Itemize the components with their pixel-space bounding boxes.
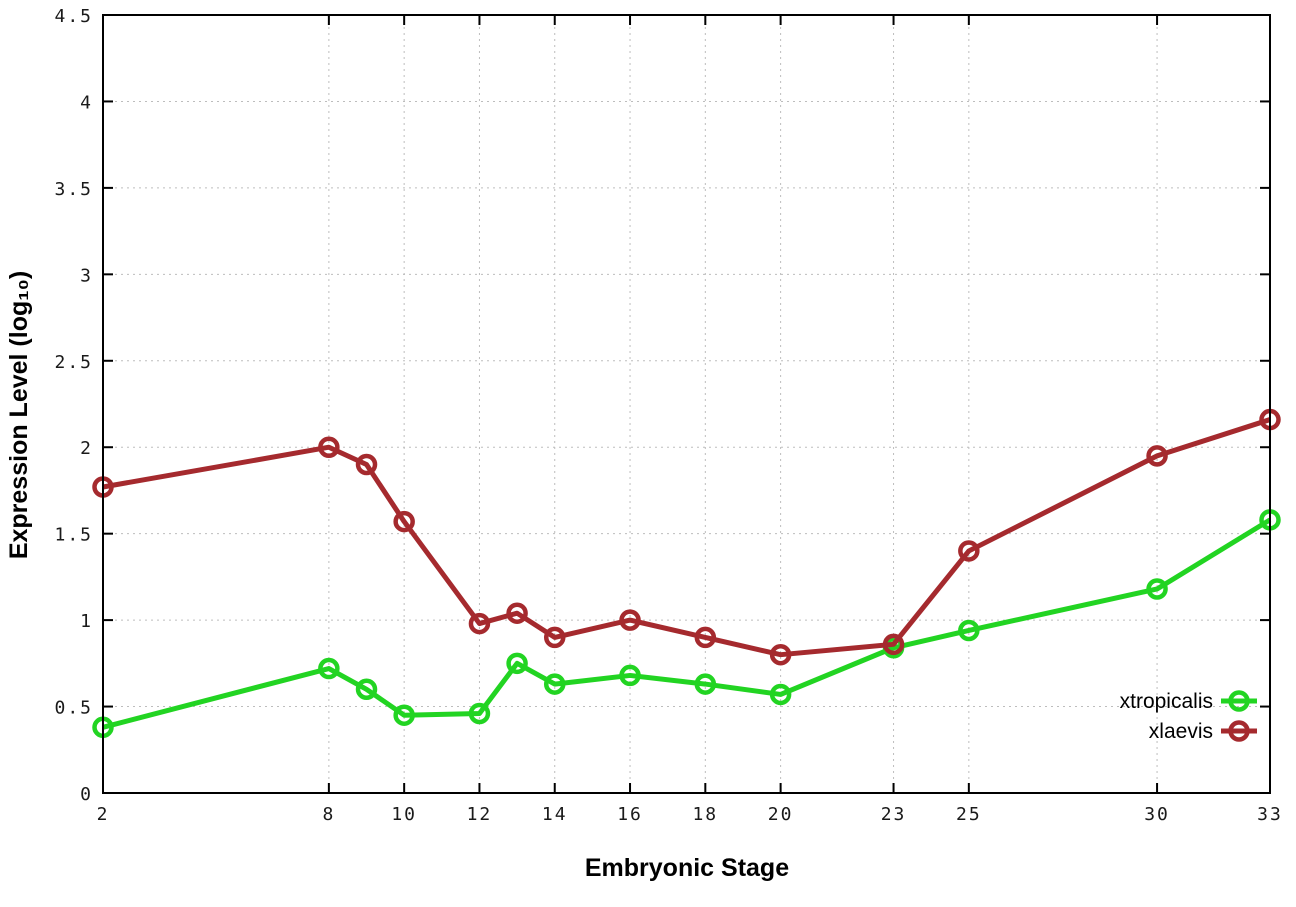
x-tick-label: 16 bbox=[617, 804, 643, 825]
legend: xtropicalis xlaevis bbox=[1120, 690, 1257, 743]
y-tick-label: 0.5 bbox=[54, 698, 93, 719]
tick-layer bbox=[102, 14, 1271, 794]
legend-label-xtropicalis: xtropicalis bbox=[1120, 690, 1213, 713]
x-tick-label: 14 bbox=[542, 804, 568, 825]
tick-label-layer: 2 8 10 12 14 16 18 20 23 25 30 33 0 0.5 1 1.5 2 2.5 3 3.5 4 4… bbox=[54, 6, 1283, 825]
data-point-xtropicalis bbox=[468, 702, 491, 725]
y-tick-label: 4.5 bbox=[54, 6, 93, 27]
series-layer bbox=[92, 408, 1281, 739]
series-line-xlaevis bbox=[102, 417, 1271, 658]
legend-samples bbox=[1221, 690, 1257, 742]
y-tick-label: 4 bbox=[80, 92, 93, 113]
data-point-xtropicalis bbox=[318, 657, 340, 680]
data-point-xtropicalis bbox=[543, 673, 566, 695]
data-point-xlaevis bbox=[355, 453, 378, 476]
x-tick-label: 33 bbox=[1257, 804, 1283, 825]
data-point-xlaevis bbox=[506, 602, 528, 624]
data-point-xlaevis bbox=[393, 510, 415, 533]
data-point-xlaevis bbox=[318, 436, 340, 458]
data-point-xlaevis bbox=[468, 612, 491, 635]
x-tick-label: 8 bbox=[322, 804, 335, 825]
data-point-xtropicalis bbox=[769, 683, 792, 706]
data-point-xtropicalis bbox=[1146, 578, 1168, 600]
plot-border bbox=[102, 14, 1271, 794]
x-axis-title: Embryonic Stage bbox=[585, 854, 789, 882]
data-point-xtropicalis bbox=[355, 678, 378, 701]
x-tick-label: 12 bbox=[467, 804, 493, 825]
x-tick-label: 18 bbox=[692, 804, 718, 825]
data-point-xlaevis bbox=[543, 626, 566, 649]
data-point-xlaevis bbox=[882, 633, 905, 656]
y-tick-label: 3 bbox=[80, 265, 93, 286]
data-point-xlaevis bbox=[769, 643, 792, 666]
series-xlaevis bbox=[92, 408, 1281, 666]
legend-sample-marker-xlaevis bbox=[1228, 720, 1250, 742]
y-axis-title: Expression Level (log₁₀) bbox=[5, 271, 33, 559]
y-tick-label: 2.5 bbox=[54, 352, 93, 373]
y-tick-label: 2 bbox=[80, 438, 93, 459]
data-point-xlaevis bbox=[694, 626, 717, 649]
data-point-xlaevis bbox=[1146, 445, 1168, 467]
y-tick-label: 1.5 bbox=[54, 525, 93, 546]
data-point-xlaevis bbox=[619, 609, 641, 631]
x-tick-label: 25 bbox=[956, 804, 982, 825]
y-tick-label: 0 bbox=[80, 784, 93, 805]
x-tick-label: 10 bbox=[391, 804, 417, 825]
data-point-xtropicalis bbox=[958, 619, 980, 642]
x-tick-label: 23 bbox=[881, 804, 907, 825]
y-tick-label: 3.5 bbox=[54, 179, 93, 200]
grid-layer bbox=[103, 15, 1270, 793]
data-point-xtropicalis bbox=[694, 673, 717, 695]
legend-sample-marker-xtropicalis bbox=[1228, 690, 1250, 712]
y-tick-label: 1 bbox=[80, 611, 93, 632]
data-point-xtropicalis bbox=[619, 664, 641, 687]
data-point-xtropicalis bbox=[506, 652, 528, 675]
x-tick-label: 20 bbox=[768, 804, 794, 825]
x-tick-label: 2 bbox=[97, 804, 110, 825]
series-line-xtropicalis bbox=[102, 517, 1272, 730]
x-tick-label: 30 bbox=[1144, 804, 1170, 825]
data-point-xtropicalis bbox=[393, 704, 415, 726]
series-xtropicalis bbox=[92, 509, 1281, 739]
data-point-xlaevis bbox=[958, 540, 980, 562]
legend-label-xlaevis: xlaevis bbox=[1149, 720, 1213, 743]
